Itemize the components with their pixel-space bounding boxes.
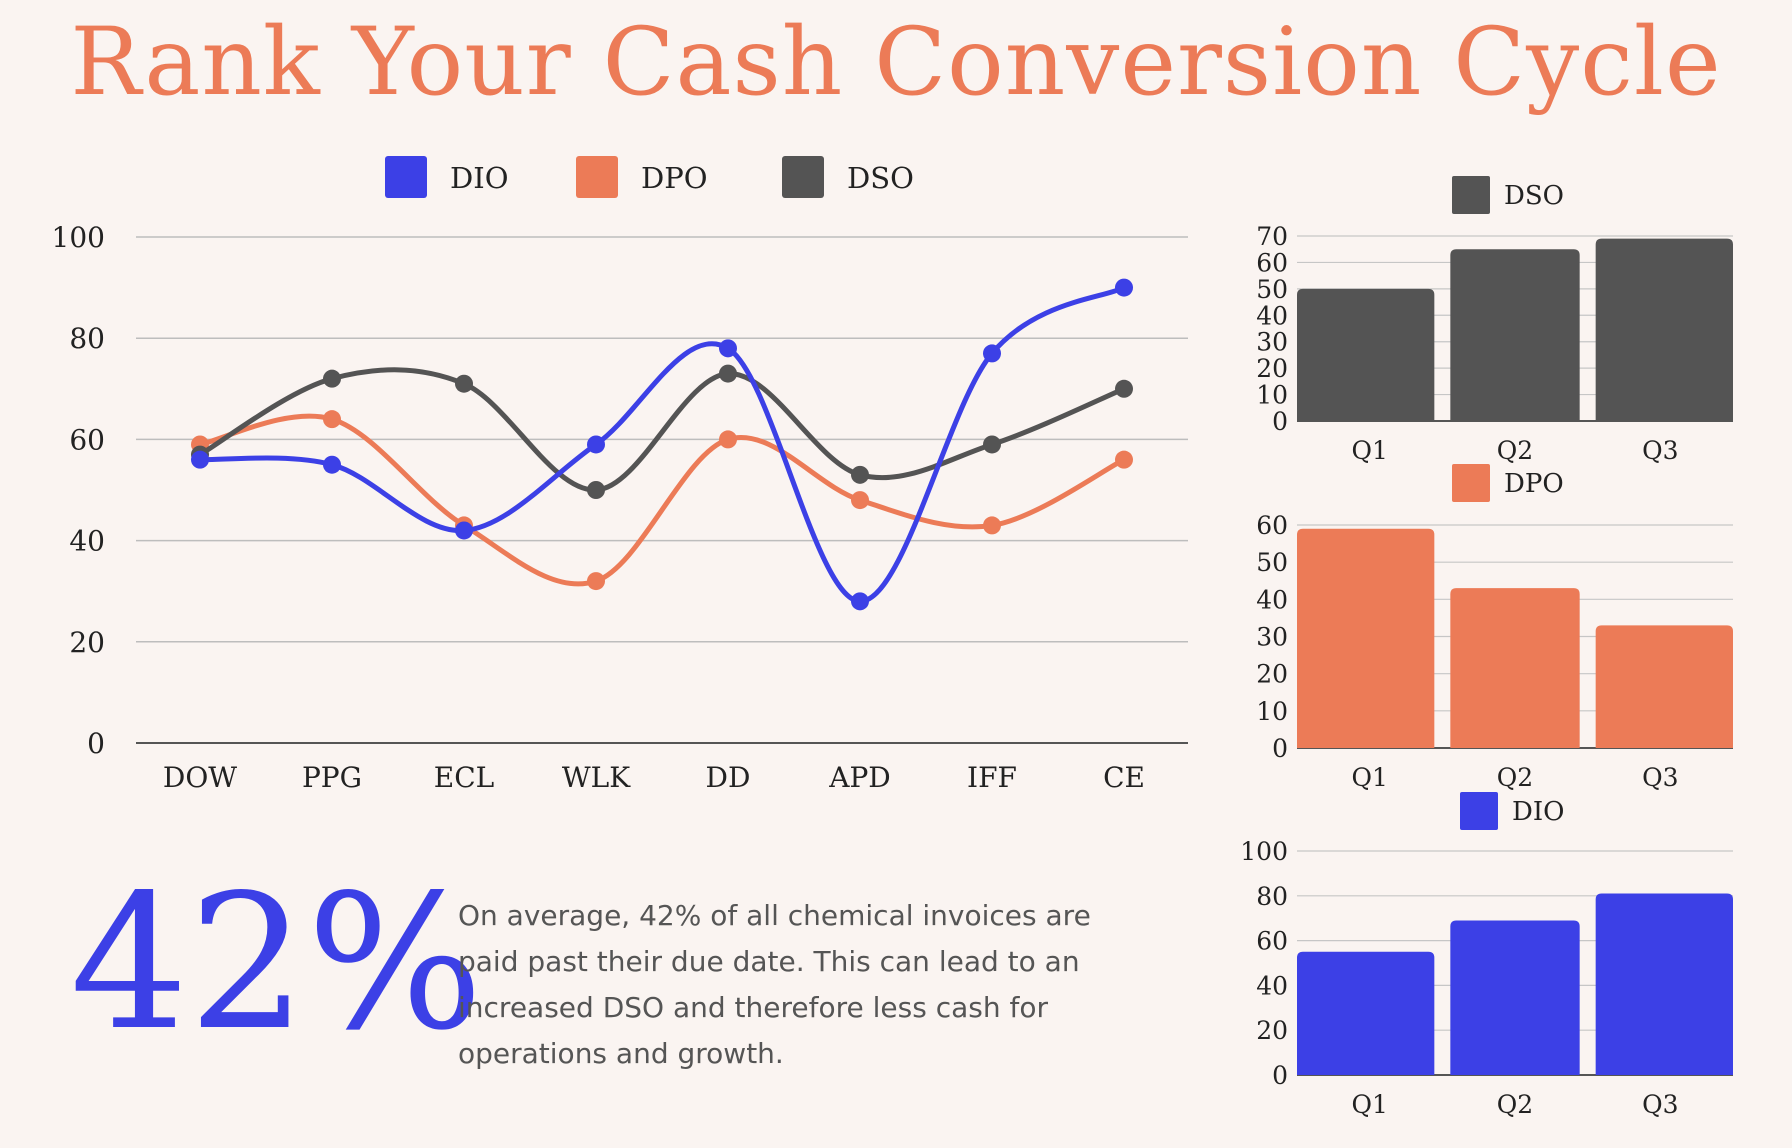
y-tick-label: 40: [1256, 301, 1288, 330]
x-tick-label: ECL: [434, 761, 494, 794]
x-tick-label: APD: [828, 761, 891, 794]
data-point-dpo: [1115, 450, 1133, 469]
y-tick-label: 60: [1256, 927, 1288, 956]
y-tick-label: 100: [1240, 837, 1288, 866]
y-tick-label: 10: [1256, 381, 1288, 410]
bar-q3: [1595, 625, 1733, 748]
x-tick-label: Q3: [1642, 1090, 1678, 1119]
x-tick-label: Q1: [1351, 763, 1387, 792]
data-point-dpo: [323, 410, 341, 429]
dpo-bar-chart: 0 10 20 30 40 50 60 Q1 Q2 Q3 DPO: [1256, 464, 1733, 792]
bar-q3: [1595, 893, 1733, 1075]
legend-swatch: [1452, 464, 1490, 502]
data-point-dio: [191, 450, 209, 469]
data-point-dso: [719, 364, 737, 383]
line-chart: 0 20 40 60 80 100 DOW PPG ECL WLK DD APD IFF CE DIO DPO…: [52, 156, 1188, 794]
y-tick-label: 20: [1256, 1016, 1288, 1045]
y-tick-label: 50: [1256, 275, 1288, 304]
x-tick-label: PPG: [302, 761, 362, 794]
y-tick-label: 30: [1256, 328, 1288, 357]
y-tick-label: 0: [1272, 734, 1288, 763]
data-point-dio: [1115, 278, 1133, 297]
data-point-dio: [719, 339, 737, 358]
legend-swatch: [1460, 792, 1498, 830]
y-tick-label: 60: [69, 423, 105, 456]
legend-label-dso: DSO: [847, 161, 914, 195]
y-tick-label: 40: [1256, 971, 1288, 1000]
bar-q1: [1297, 528, 1435, 748]
x-tick-label: DD: [706, 761, 751, 794]
stat-description: On average, 42% of all chemical invoices…: [458, 899, 1091, 1070]
legend-label-dio: DIO: [450, 161, 508, 195]
legend-label: DIO: [1512, 797, 1564, 827]
dio-bar-chart: 0 20 40 60 80 100 Q1 Q2 Q3 DIO: [1240, 792, 1733, 1119]
data-point-dso: [1115, 379, 1133, 398]
y-tick-label: 20: [1256, 660, 1288, 689]
bar-q3: [1595, 238, 1733, 421]
data-point-dio: [851, 592, 869, 611]
y-tick-label: 0: [87, 727, 105, 760]
x-tick-label: Q3: [1642, 763, 1678, 792]
data-point-dio: [323, 455, 341, 474]
series-line-dio: [197, 285, 1127, 604]
y-tick-label: 30: [1256, 623, 1288, 652]
legend-swatch-dio: [385, 156, 427, 198]
data-point-dso: [983, 435, 1001, 454]
y-tick-label: 20: [1256, 354, 1288, 383]
series-line-dso: [197, 367, 1127, 493]
bar-q2: [1450, 249, 1580, 421]
data-point-dpo: [719, 430, 737, 449]
y-tick-label: 40: [1256, 585, 1288, 614]
y-tick-label: 50: [1256, 548, 1288, 577]
big-stat-value: 42%: [70, 854, 484, 1071]
series-line-dpo: [197, 413, 1127, 587]
y-tick-label: 80: [69, 322, 105, 355]
data-point-dio: [455, 521, 473, 540]
legend-swatch-dso: [782, 156, 824, 198]
x-tick-label: Q2: [1497, 436, 1533, 465]
x-tick-label: Q1: [1351, 436, 1387, 465]
data-point-dso: [851, 465, 869, 484]
x-tick-label: WLK: [562, 761, 631, 794]
y-tick-label: 10: [1256, 697, 1288, 726]
bar-q2: [1450, 920, 1580, 1075]
y-tick-label: 70: [1256, 222, 1288, 251]
page-title: Rank Your Cash Conversion Cycle: [70, 8, 1722, 117]
bar-q2: [1450, 588, 1580, 748]
data-point-dio: [983, 344, 1001, 363]
y-tick-label: 0: [1272, 1061, 1288, 1090]
y-tick-label: 60: [1256, 248, 1288, 277]
bar-q1: [1297, 288, 1435, 421]
data-point-dio: [587, 435, 605, 454]
x-tick-label: CE: [1103, 761, 1145, 794]
y-tick-label: 100: [52, 221, 105, 254]
data-point-dpo: [587, 572, 605, 591]
x-tick-label: DOW: [163, 761, 237, 794]
y-tick-label: 60: [1256, 511, 1288, 540]
legend-swatch: [1452, 176, 1490, 214]
data-point-dso: [587, 481, 605, 499]
y-tick-label: 0: [1272, 407, 1288, 436]
bar-q1: [1297, 951, 1435, 1075]
x-tick-label: Q1: [1351, 1090, 1387, 1119]
y-tick-label: 20: [69, 626, 105, 659]
x-tick-label: Q3: [1642, 436, 1678, 465]
data-point-dpo: [983, 516, 1001, 535]
y-tick-label: 80: [1256, 882, 1288, 911]
x-tick-label: Q2: [1497, 763, 1533, 792]
x-tick-label: IFF: [967, 761, 1017, 794]
legend-label: DSO: [1504, 181, 1564, 211]
data-point-dso: [323, 369, 341, 388]
legend-label: DPO: [1504, 469, 1564, 499]
x-tick-label: Q2: [1497, 1090, 1533, 1119]
data-point-dso: [455, 374, 473, 393]
y-tick-label: 40: [69, 525, 105, 558]
legend-label-dpo: DPO: [641, 161, 708, 195]
data-point-dpo: [851, 491, 869, 510]
legend-swatch-dpo: [576, 156, 618, 198]
